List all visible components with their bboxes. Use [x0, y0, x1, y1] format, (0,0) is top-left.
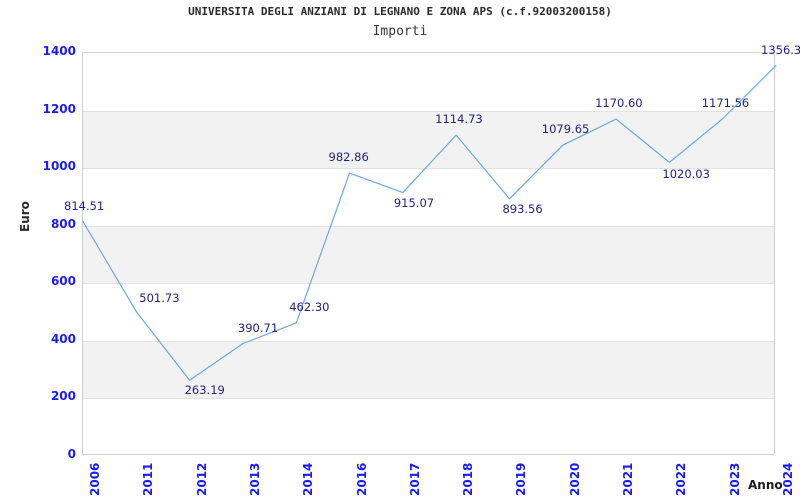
data-point-label: 1114.73: [435, 112, 483, 127]
x-tick-label: 2018: [461, 462, 476, 496]
y-tick-label: 800: [50, 216, 76, 231]
x-tick-label: 2021: [621, 462, 636, 496]
data-point-label: 390.71: [237, 320, 279, 335]
plot-area: [82, 52, 777, 455]
data-point-label: 915.07: [393, 195, 435, 210]
data-point-label: 1356.30: [761, 42, 800, 57]
data-point-label: 501.73: [139, 290, 180, 305]
x-tick-label: 2012: [194, 462, 209, 496]
band-stripe: [83, 225, 774, 284]
band-stripe: [83, 340, 774, 399]
chart-title: UNIVERSITA DEGLI ANZIANI DI LEGNANO E ZO…: [188, 5, 612, 18]
x-tick-label: 2017: [407, 462, 422, 496]
x-tick-label: 2016: [354, 462, 369, 496]
y-tick-label: 1000: [42, 159, 76, 174]
x-tick-label: 2019: [514, 462, 529, 496]
y-tick-label: 400: [50, 331, 76, 346]
data-point-label: 893.56: [502, 201, 543, 216]
y-tick-label: 0: [67, 447, 76, 461]
x-tick-label: 2023: [727, 462, 742, 496]
y-tick-label: 200: [50, 389, 76, 404]
gridline: [83, 341, 774, 342]
data-point-label: 1171.56: [701, 95, 750, 110]
x-tick-label: 2006: [88, 462, 102, 496]
y-tick-label: 600: [50, 274, 76, 289]
data-point-label: 1020.03: [662, 167, 710, 182]
x-axis-title: Anno: [748, 478, 783, 492]
gridline: [83, 283, 774, 284]
x-tick-label: 2020: [567, 462, 582, 496]
gridline: [83, 168, 774, 169]
x-tick-label: 2014: [301, 462, 316, 496]
x-tick-label: 2022: [674, 462, 689, 496]
line-series-path: [82, 64, 777, 381]
gridline: [83, 398, 774, 399]
x-tick-label: 2011: [141, 462, 156, 496]
x-tick-label: 2024: [781, 462, 795, 496]
data-point-label: 1170.60: [595, 96, 643, 111]
data-point-label: 462.30: [289, 299, 330, 314]
data-point-label: 263.19: [184, 383, 225, 398]
series-line-importi: [82, 64, 777, 381]
x-tick-label: 2013: [247, 462, 262, 496]
data-point-label: 814.51: [64, 198, 105, 213]
data-point-label: 1079.65: [541, 122, 590, 137]
data-point-label: 982.86: [328, 150, 369, 165]
gridline: [83, 226, 774, 227]
band-stripe: [83, 110, 774, 169]
y-tick-label: 1400: [42, 44, 76, 58]
chart-subtitle: Importi: [372, 24, 428, 39]
gridline: [83, 111, 774, 112]
y-tick-label: 1200: [42, 101, 76, 116]
y-axis-tick-labels: 1400 1200 1000 800 600 400 200 0: [0, 0, 76, 500]
